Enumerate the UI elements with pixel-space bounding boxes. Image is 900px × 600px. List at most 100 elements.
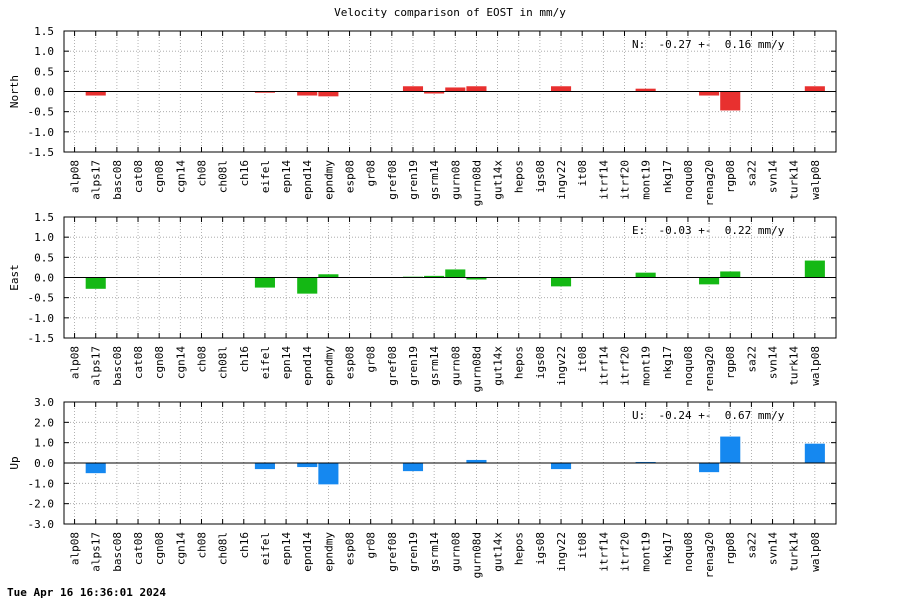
x-tick-label: igs08 bbox=[534, 160, 547, 193]
x-tick-label: itrf20 bbox=[618, 346, 631, 386]
x-tick-label: alps17 bbox=[90, 532, 103, 572]
y-tick-label: 1.5 bbox=[34, 25, 54, 38]
bar-alps17 bbox=[85, 463, 106, 474]
x-tick-label: gsrm14 bbox=[428, 160, 441, 200]
x-tick-label: epnd14 bbox=[301, 160, 314, 200]
x-tick-label: ch08l bbox=[217, 160, 230, 193]
bar-epndmy bbox=[318, 463, 339, 485]
x-tick-label: svn14 bbox=[767, 532, 780, 565]
chart-title: Velocity comparison of EOST in mm/y bbox=[334, 6, 566, 19]
x-tick-label: epn14 bbox=[280, 346, 293, 379]
x-tick-label: ingv22 bbox=[555, 346, 568, 386]
x-tick-label: rgp08 bbox=[724, 532, 737, 565]
x-tick-label: cgn08 bbox=[153, 346, 166, 379]
x-tick-label: mont19 bbox=[640, 160, 653, 200]
x-tick-label: ch08 bbox=[195, 346, 208, 373]
x-tick-label: hepos bbox=[513, 160, 526, 193]
y-tick-label: 3.0 bbox=[34, 396, 54, 409]
x-tick-label: hepos bbox=[513, 346, 526, 379]
y-tick-label: 1.5 bbox=[34, 211, 54, 224]
x-tick-label: cat08 bbox=[132, 346, 145, 379]
bar-renag20 bbox=[699, 277, 720, 285]
y-tick-label: -1.0 bbox=[28, 312, 55, 325]
x-tick-label: gref08 bbox=[386, 346, 399, 386]
x-tick-label: gut14x bbox=[492, 532, 505, 572]
x-tick-label: eifel bbox=[259, 346, 272, 379]
x-tick-label: svn14 bbox=[767, 346, 780, 379]
bar-eifel bbox=[254, 277, 275, 288]
x-tick-label: gurn08 bbox=[449, 532, 462, 572]
x-tick-label: basc08 bbox=[111, 532, 124, 572]
x-tick-label: eifel bbox=[259, 160, 272, 193]
y-tick-label: 0.5 bbox=[34, 65, 54, 78]
x-tick-label: ingv22 bbox=[555, 160, 568, 200]
x-tick-label: itrf14 bbox=[597, 532, 610, 572]
bar-walp08 bbox=[804, 86, 825, 92]
bar-gurn08d bbox=[466, 277, 487, 280]
x-tick-label: epndmy bbox=[322, 346, 335, 386]
x-tick-label: gsrm14 bbox=[428, 532, 441, 572]
x-tick-label: epndmy bbox=[322, 532, 335, 572]
x-tick-label: gr08 bbox=[365, 346, 378, 373]
bar-alps17 bbox=[85, 91, 106, 96]
bar-rgp08 bbox=[720, 91, 741, 111]
bar-renag20 bbox=[699, 91, 720, 96]
x-tick-label: itrf14 bbox=[597, 346, 610, 386]
x-tick-label: esp08 bbox=[344, 346, 357, 379]
bar-eifel bbox=[254, 91, 275, 93]
bar-epnd14 bbox=[297, 91, 318, 96]
bar-gsrm14 bbox=[424, 91, 445, 94]
x-tick-label: epn14 bbox=[280, 160, 293, 193]
bar-gsrm14 bbox=[424, 275, 445, 278]
bar-walp08 bbox=[804, 260, 825, 278]
x-tick-label: ch08l bbox=[217, 346, 230, 379]
x-tick-label: turk14 bbox=[788, 346, 801, 386]
y-axis-label: Up bbox=[8, 456, 21, 469]
x-tick-label: ch16 bbox=[238, 346, 251, 373]
x-tick-label: cgn14 bbox=[174, 532, 187, 565]
x-tick-label: alp08 bbox=[69, 532, 82, 565]
stats-annotation: U: -0.24 +- 0.67 mm/y bbox=[632, 409, 785, 422]
x-tick-label: ch16 bbox=[238, 532, 251, 559]
y-tick-label: -1.0 bbox=[28, 126, 55, 139]
x-tick-label: alp08 bbox=[69, 160, 82, 193]
x-tick-label: gren19 bbox=[407, 532, 420, 572]
x-tick-label: epndmy bbox=[322, 160, 335, 200]
x-tick-label: renag20 bbox=[703, 532, 716, 578]
x-tick-label: cgn08 bbox=[153, 160, 166, 193]
x-tick-label: gut14x bbox=[492, 346, 505, 386]
x-tick-label: cgn14 bbox=[174, 346, 187, 379]
x-tick-label: itrf14 bbox=[597, 160, 610, 200]
bar-mont19 bbox=[635, 461, 656, 463]
x-tick-label: esp08 bbox=[344, 160, 357, 193]
x-tick-label: turk14 bbox=[788, 160, 801, 200]
x-tick-label: esp08 bbox=[344, 532, 357, 565]
x-tick-label: basc08 bbox=[111, 160, 124, 200]
x-tick-label: rgp08 bbox=[724, 160, 737, 193]
x-tick-label: walp08 bbox=[809, 346, 822, 386]
bar-gren19 bbox=[402, 86, 424, 92]
x-tick-label: gr08 bbox=[365, 160, 378, 187]
bar-ingv22 bbox=[550, 86, 572, 92]
x-tick-label: gr08 bbox=[365, 532, 378, 559]
x-tick-label: gurn08d bbox=[470, 160, 483, 206]
y-tick-label: 0.0 bbox=[34, 457, 54, 470]
stats-annotation: N: -0.27 +- 0.16 mm/y bbox=[632, 38, 785, 51]
bar-gurn08d bbox=[466, 86, 487, 92]
x-tick-label: it08 bbox=[576, 532, 589, 559]
x-tick-label: renag20 bbox=[703, 346, 716, 392]
x-tick-label: itrf20 bbox=[618, 532, 631, 572]
x-tick-label: ingv22 bbox=[555, 532, 568, 572]
bar-gurn08 bbox=[445, 269, 466, 278]
x-tick-label: sa22 bbox=[745, 346, 758, 373]
x-tick-label: igs08 bbox=[534, 532, 547, 565]
x-tick-label: alp08 bbox=[69, 346, 82, 379]
y-axis-label: East bbox=[8, 264, 21, 291]
x-tick-label: noqu08 bbox=[682, 346, 695, 386]
bar-epnd14 bbox=[297, 277, 318, 294]
x-tick-label: rgp08 bbox=[724, 346, 737, 379]
plot-frame bbox=[63, 401, 837, 525]
x-tick-label: ch16 bbox=[238, 160, 251, 187]
x-tick-label: alps17 bbox=[90, 346, 103, 386]
